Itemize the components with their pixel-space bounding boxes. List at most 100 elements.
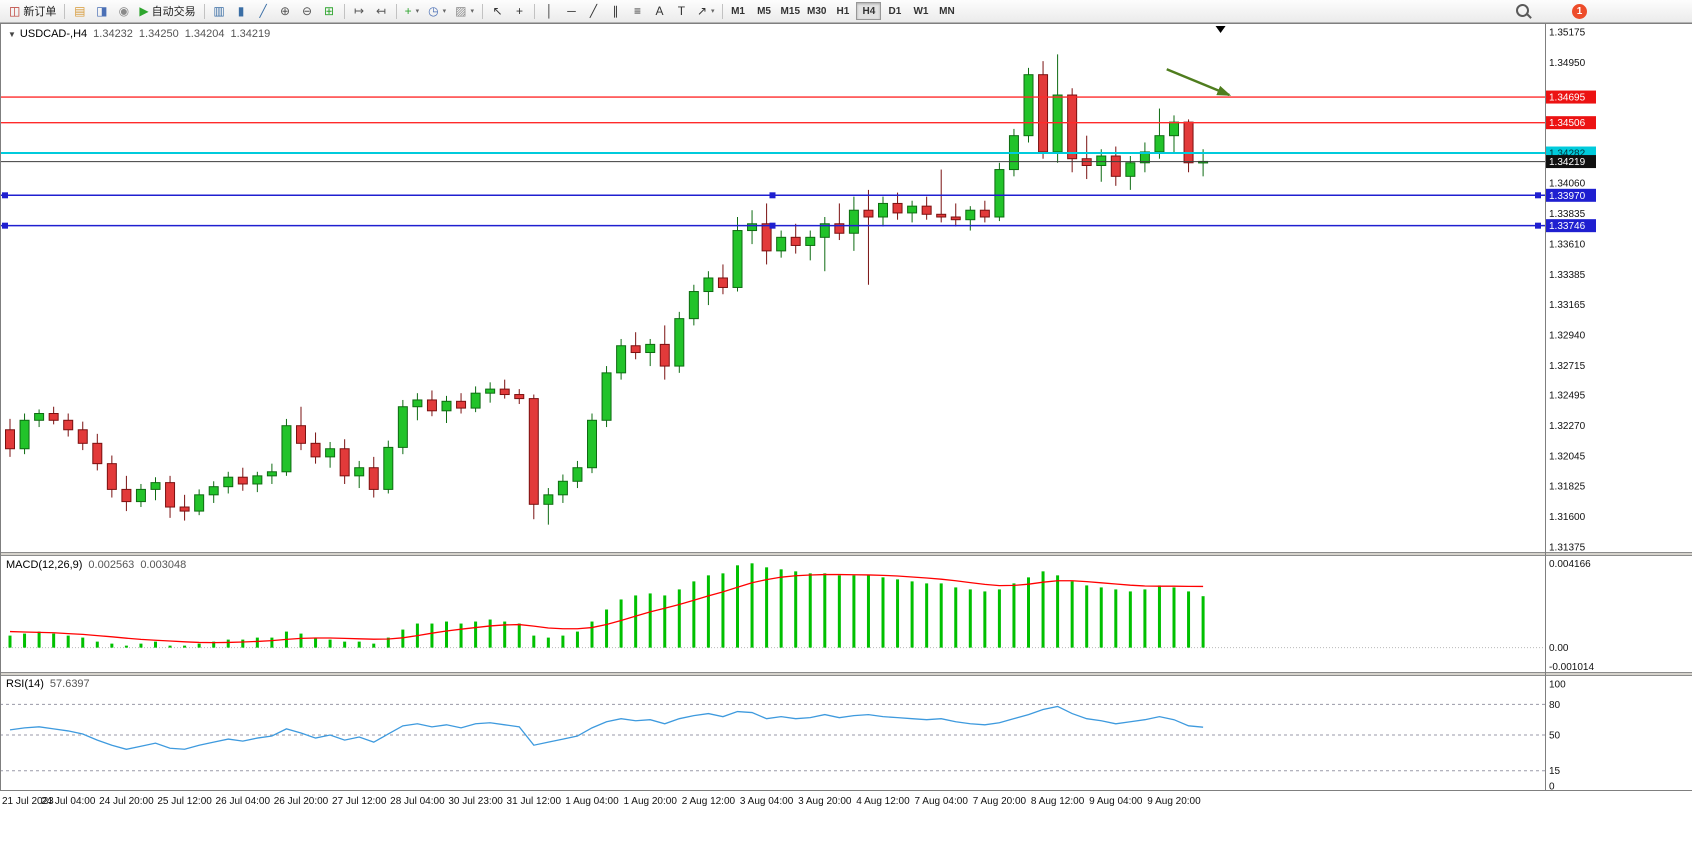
- candle: [77, 421, 88, 451]
- panel-divider[interactable]: [0, 672, 1692, 676]
- toolbar-separator: [64, 3, 66, 19]
- panel-divider[interactable]: [0, 552, 1692, 556]
- timeframe-m1[interactable]: M1: [726, 2, 751, 20]
- templates-button[interactable]: ▨ ▾: [451, 1, 478, 21]
- timeframe-m5[interactable]: M5: [752, 2, 777, 20]
- zoom-out-button[interactable]: ⊖: [297, 1, 318, 21]
- price-tick-label: 1.31600: [1549, 512, 1586, 523]
- auto-scroll-button[interactable]: ↦: [349, 1, 370, 21]
- candle: [135, 483, 146, 508]
- candle: [179, 494, 190, 521]
- candle: [165, 475, 176, 518]
- candle: [688, 284, 699, 326]
- candle: [1139, 142, 1150, 173]
- candlestick-button[interactable]: ▮: [231, 1, 252, 21]
- candle: [63, 413, 74, 437]
- candle: [805, 230, 816, 261]
- data-window-button[interactable]: ◉: [113, 1, 134, 21]
- trendline-button[interactable]: ╱: [583, 1, 604, 21]
- candle: [1096, 149, 1107, 182]
- candle: [499, 379, 510, 399]
- candle: [354, 460, 365, 489]
- text-button[interactable]: A: [649, 1, 670, 21]
- text-label-button[interactable]: T: [671, 1, 692, 21]
- zoom-in-button[interactable]: ⊕: [275, 1, 296, 21]
- support-line-1-badge-label: 1.33970: [1549, 191, 1586, 202]
- level-line-cyan-badge-label: 1.34282: [1549, 149, 1586, 160]
- profiles-button[interactable]: ◨: [91, 1, 112, 21]
- timeframe-mn[interactable]: MN: [934, 2, 959, 20]
- bar-chart-button[interactable]: ▥: [209, 1, 230, 21]
- toolbar-separator: [721, 3, 723, 19]
- candle: [208, 481, 219, 503]
- time-tick-label: 3 Aug 04:00: [740, 796, 794, 807]
- time-tick-label: 30 Jul 23:00: [448, 796, 503, 807]
- support-line-1-handle[interactable]: [1535, 192, 1541, 199]
- fibonacci-button[interactable]: ≡: [627, 1, 648, 21]
- candle: [921, 196, 932, 220]
- chart-shift-button[interactable]: ↤: [371, 1, 392, 21]
- price-tick-label: 1.32495: [1549, 391, 1586, 402]
- timeframe-h1[interactable]: H1: [830, 2, 855, 20]
- time-tick-label: 26 Jul 04:00: [216, 796, 271, 807]
- line-chart-icon: ╱: [259, 4, 267, 18]
- horizontal-line-button[interactable]: ─: [561, 1, 582, 21]
- timeframe-d1[interactable]: D1: [882, 2, 907, 20]
- arrow-annotation[interactable]: [1166, 68, 1232, 97]
- time-tick-label: 31 Jul 12:00: [507, 796, 562, 807]
- rsi-scale-label: 0: [1549, 782, 1555, 793]
- candle: [557, 474, 568, 503]
- rsi-scale-label: 100: [1549, 680, 1566, 691]
- candle: [397, 399, 408, 455]
- candle: [106, 455, 117, 498]
- candle: [92, 433, 103, 471]
- support-line-2-handle[interactable]: [1535, 222, 1541, 229]
- candle: [892, 192, 903, 220]
- candle: [1067, 88, 1078, 173]
- candle: [485, 382, 496, 403]
- tile-windows-button[interactable]: ⊞: [319, 1, 340, 21]
- horizontal-line-icon: ─: [567, 4, 576, 18]
- crosshair-button[interactable]: +: [509, 1, 530, 21]
- autotrading-button[interactable]: ▶ 自动交易: [135, 1, 199, 21]
- indicators-button[interactable]: + ▾: [401, 1, 424, 21]
- rsi-scale-label: 15: [1549, 766, 1561, 777]
- support-line-2-handle[interactable]: [2, 222, 8, 229]
- chevron-down-icon: ▾: [470, 8, 474, 15]
- notification-badge[interactable]: 1: [1572, 3, 1587, 19]
- charts-button[interactable]: ▤: [69, 1, 90, 21]
- price-tick-label: 1.32045: [1549, 452, 1586, 463]
- price-tick-label: 1.32270: [1549, 421, 1586, 432]
- new-order-button-label: 新订单: [23, 6, 57, 18]
- candle: [1081, 135, 1092, 180]
- candle: [790, 223, 801, 254]
- time-tick-label: 2 Aug 12:00: [682, 796, 736, 807]
- timeframe-w1[interactable]: W1: [908, 2, 933, 20]
- support-line-1-handle[interactable]: [769, 192, 776, 199]
- time-tick-label: 9 Aug 04:00: [1089, 796, 1143, 807]
- text-label-icon: T: [677, 4, 686, 18]
- search-button[interactable]: [1514, 2, 1532, 20]
- time-scale[interactable]: [0, 790, 1692, 812]
- candle: [776, 230, 787, 258]
- candle: [717, 264, 728, 295]
- candle: [470, 386, 481, 413]
- vertical-line-button[interactable]: │: [539, 1, 560, 21]
- timeframe-m30[interactable]: M30: [804, 2, 829, 20]
- support-line-1-handle[interactable]: [2, 192, 8, 199]
- charts-icon: ▤: [74, 4, 86, 18]
- timeframe-h4[interactable]: H4: [856, 2, 882, 20]
- price-tick-label: 1.31375: [1549, 543, 1586, 554]
- cursor-button[interactable]: ↖: [487, 1, 508, 21]
- channel-button[interactable]: ∥: [605, 1, 626, 21]
- candle: [543, 488, 554, 525]
- candle: [1038, 61, 1049, 159]
- arrows-button[interactable]: ↗ ▾: [693, 1, 719, 21]
- timeframe-m15[interactable]: M15: [778, 2, 803, 20]
- line-chart-button[interactable]: ╱: [253, 1, 274, 21]
- periods-button[interactable]: ◷ ▾: [424, 1, 450, 21]
- support-line-2-handle[interactable]: [769, 222, 776, 229]
- new-order-icon: ◫: [9, 4, 21, 18]
- new-order-button[interactable]: ◫ 新订单: [5, 1, 60, 21]
